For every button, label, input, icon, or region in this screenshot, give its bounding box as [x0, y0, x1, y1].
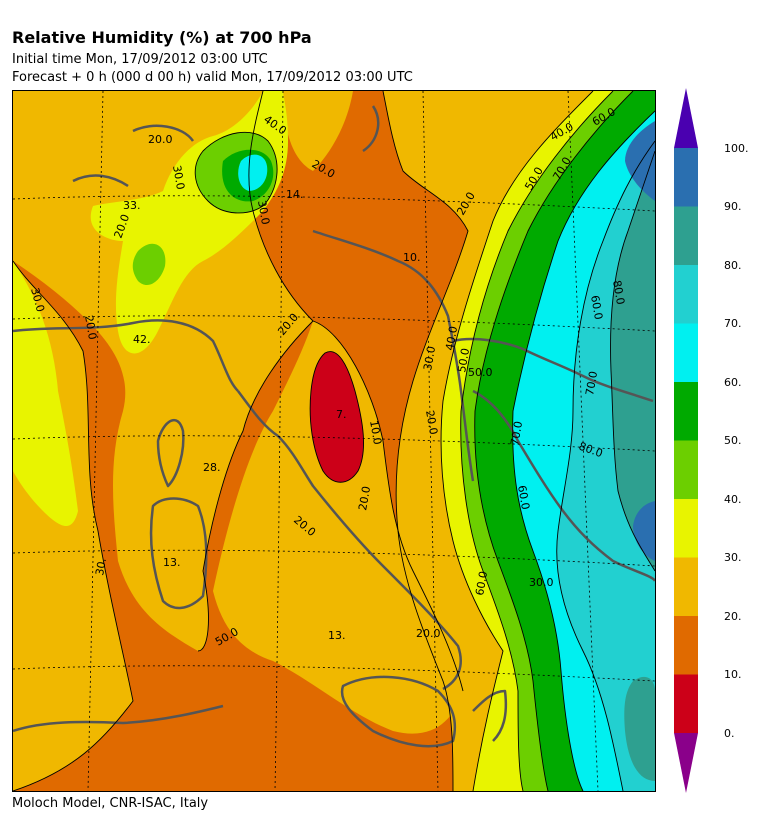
- colorbar: [674, 88, 698, 798]
- band-80-90-east: [610, 151, 655, 571]
- band-20-30-east: [383, 91, 593, 791]
- colorbar-band-50-60: [674, 382, 698, 441]
- contour-label: 10.: [403, 251, 421, 264]
- colorbar-label: 70.: [724, 317, 742, 330]
- contour-label: 30.0: [255, 199, 272, 225]
- contour-label: 50.0: [468, 366, 493, 379]
- contour-label: 20.0: [356, 485, 373, 511]
- colorbar-label: 30.: [724, 551, 742, 564]
- contour-label: 50.0: [455, 347, 472, 373]
- band-30-40-west-strip: [13, 261, 78, 526]
- contour-label: 7.: [336, 408, 347, 421]
- contour-label: 20.0: [82, 314, 99, 340]
- contour-label: 30.0: [421, 345, 438, 371]
- band-90-100-north: [625, 121, 655, 201]
- contour-label: 60.0: [515, 484, 532, 510]
- colorbar-over-triangle: [674, 88, 698, 148]
- colorbar-band-40-50: [674, 440, 698, 499]
- band-90-100-east: [633, 501, 655, 561]
- contour-label: 20.0: [148, 133, 173, 146]
- band-40-50-small: [132, 243, 166, 286]
- colorbar-label: 60.: [724, 376, 742, 389]
- contour-label: 13.: [328, 629, 346, 642]
- contour-label: 20.0: [416, 627, 441, 640]
- band-30-40-east: [441, 91, 613, 791]
- colorbar-label: 40.: [724, 493, 742, 506]
- contour-lines: [13, 91, 655, 791]
- colorbar-band-10-20: [674, 616, 698, 675]
- contour-label: 10.0: [367, 419, 384, 445]
- contour-label: 20.0: [423, 409, 440, 435]
- colorbar-label: 0.: [724, 727, 735, 740]
- contour-label: 28.: [203, 461, 221, 474]
- contour-label: 33.: [123, 199, 141, 212]
- contour-label: 40.0: [443, 325, 460, 351]
- band-80-90-south: [624, 676, 655, 781]
- band-0-10-center: [310, 351, 364, 483]
- band-20-30-north-center: [283, 91, 353, 171]
- colorbar-label: 10.: [724, 668, 742, 681]
- colorbar-label: 20.: [724, 610, 742, 623]
- contour-label: 80.0: [610, 279, 627, 305]
- contour-label: 42.: [133, 333, 151, 346]
- colorbar-band-80-90: [674, 206, 698, 265]
- band-60-70-north-blob: [238, 154, 268, 191]
- colorbar-band-30-40: [674, 499, 698, 558]
- contour-label: 14.: [286, 188, 304, 201]
- contour-label: 30.0: [529, 576, 554, 589]
- colorbar-band-70-80: [674, 265, 698, 324]
- contour-label: 70.0: [508, 420, 525, 446]
- colorbar-under-triangle: [674, 733, 698, 793]
- contour-label: 60.0: [588, 294, 605, 320]
- colorbar-label: 90.: [724, 200, 742, 213]
- colorbar-band-20-30: [674, 557, 698, 616]
- graticule: [13, 91, 655, 791]
- band-50-60-east: [474, 91, 655, 791]
- forecast-valid-label: Forecast + 0 h (000 d 00 h) valid Mon, 1…: [12, 70, 413, 85]
- colorbar-label: 100.: [724, 142, 749, 155]
- colorbar-label: 80.: [724, 259, 742, 272]
- contour-label: 60.0: [473, 570, 490, 596]
- humidity-map: 20.0 30.0 40.0 14. 20.0 30.0 33. 20.0 30…: [12, 90, 656, 792]
- colorbar-band-90-100: [674, 148, 698, 207]
- contour-label: 13.: [163, 556, 181, 569]
- contour-label: 70.0: [583, 370, 600, 396]
- colorbar-band-0-10: [674, 674, 698, 733]
- coastlines: [13, 105, 655, 748]
- band-40-50-east: [460, 91, 633, 791]
- model-credit: Moloch Model, CNR-ISAC, Italy: [12, 796, 209, 811]
- contour-label: 30.0: [170, 164, 187, 190]
- contour-label: 30.0: [28, 286, 47, 313]
- colorbar-band-60-70: [674, 323, 698, 382]
- band-20-30-center: [213, 321, 463, 734]
- chart-title: Relative Humidity (%) at 700 hPa: [12, 28, 312, 47]
- initial-time-label: Initial time Mon, 17/09/2012 03:00 UTC: [12, 52, 268, 67]
- contour-label: 30.: [93, 557, 109, 576]
- colorbar-label: 50.: [724, 434, 742, 447]
